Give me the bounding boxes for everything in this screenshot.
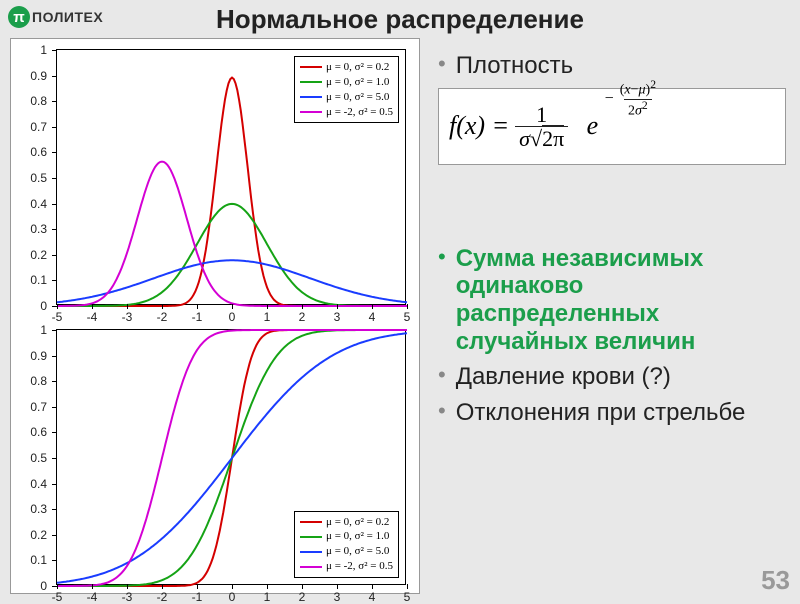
formula: f(x) = 1 σ√2π e − (x−μ)2 2σ2 (449, 103, 775, 150)
legend-row: μ = 0, σ² = 1.0 (300, 529, 393, 544)
formula-fraction: 1 σ√2π (515, 103, 568, 150)
formula-e: e (587, 111, 599, 140)
frac-num: 1 (532, 103, 551, 126)
bullet-row: • Плотность (438, 52, 786, 80)
bullet-row: • Сумма независимых одинаково распределе… (438, 245, 786, 355)
legend-row: μ = -2, σ² = 0.5 (300, 105, 393, 120)
exponent: − (x−μ)2 2σ2 (605, 79, 660, 119)
right-column: • Плотность f(x) = 1 σ√2π e − (x−μ)2 2σ2 (438, 52, 786, 434)
pdf-legend: μ = 0, σ² = 0.2μ = 0, σ² = 1.0μ = 0, σ² … (294, 56, 399, 123)
legend-row: μ = 0, σ² = 0.2 (300, 515, 393, 530)
bullet-text: Плотность (456, 52, 573, 80)
page-number: 53 (761, 565, 790, 596)
bullet-icon: • (438, 52, 446, 80)
legend-row: μ = -2, σ² = 0.5 (300, 559, 393, 574)
bullet-row: • Давление крови (?) (438, 363, 786, 391)
cdf-plot: μ = 0, σ² = 0.2μ = 0, σ² = 1.0μ = 0, σ² … (56, 329, 406, 585)
legend-row: μ = 0, σ² = 5.0 (300, 90, 393, 105)
bullet-icon: • (438, 363, 446, 391)
legend-row: μ = 0, σ² = 1.0 (300, 75, 393, 90)
bullet-icon: • (438, 245, 446, 355)
chart-panel: μ = 0, σ² = 0.2μ = 0, σ² = 1.0μ = 0, σ² … (10, 38, 420, 594)
exp-frac: (x−μ)2 2σ2 (616, 79, 660, 119)
legend-row: μ = 0, σ² = 5.0 (300, 544, 393, 559)
pdf-plot: μ = 0, σ² = 0.2μ = 0, σ² = 1.0μ = 0, σ² … (56, 49, 406, 305)
cdf-legend: μ = 0, σ² = 0.2μ = 0, σ² = 1.0μ = 0, σ² … (294, 511, 399, 578)
bullet-text: Давление крови (?) (456, 363, 671, 391)
page-title: Нормальное распределение (0, 4, 800, 35)
bullet-row: • Отклонения при стрельбе (438, 399, 786, 427)
bullet-text: Сумма независимых одинаково распределенн… (456, 245, 786, 355)
bullet-text: Отклонения при стрельбе (456, 399, 746, 427)
legend-row: μ = 0, σ² = 0.2 (300, 60, 393, 75)
exp-num: (x−μ)2 (616, 79, 660, 98)
formula-lhs: f(x) = (449, 111, 509, 141)
frac-den: σ√2π (515, 126, 568, 150)
bullet-icon: • (438, 399, 446, 427)
formula-box: f(x) = 1 σ√2π e − (x−μ)2 2σ2 (438, 88, 786, 165)
formula-exp: e − (x−μ)2 2σ2 (587, 111, 599, 141)
exp-den: 2σ2 (624, 99, 652, 119)
exp-neg: − (605, 90, 614, 108)
